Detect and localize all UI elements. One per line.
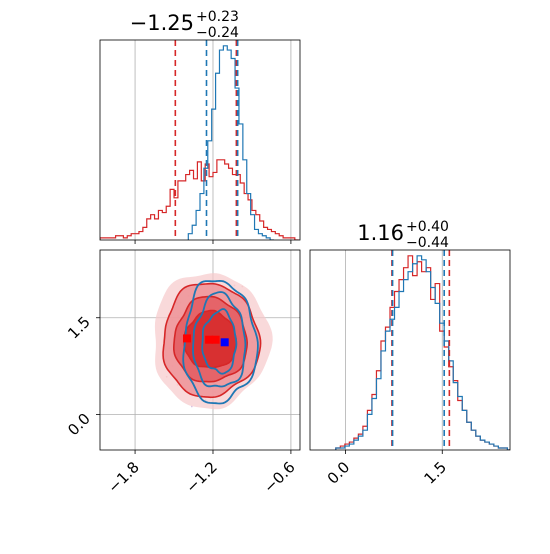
bottom-right-panel-background — [310, 250, 510, 450]
top-left-title-upper: +0.23 — [196, 9, 239, 25]
bottom-right-title-lower: −0.44 — [406, 235, 449, 251]
red-contour-line-0 — [162, 282, 262, 399]
blue-contour-line-1 — [192, 291, 247, 388]
top-left-title: −1.25 +0.23−0.24 — [130, 9, 239, 41]
bottom-right-title: 1.16 +0.40−0.44 — [357, 219, 449, 251]
bottom-left-xtick-label-0: −1.8 — [104, 458, 142, 496]
marker-1 — [205, 335, 214, 344]
top-left-title-value: −1.25 — [130, 11, 194, 35]
bottom-left-ytick-label-0: 1.5 — [64, 313, 94, 343]
bottom-left-panel-frame — [99, 249, 301, 451]
tl-hist-series-0 — [100, 159, 299, 240]
marker-3 — [220, 338, 229, 347]
top-left-title-lower: −0.24 — [196, 25, 239, 41]
tl-hist-series-1 — [187, 45, 275, 240]
bottom-right-xtick-label-1: 1.5 — [420, 458, 450, 488]
bottom-left-xtick-label-2: −0.6 — [260, 458, 298, 496]
blue-contour-line-2 — [201, 308, 238, 375]
bottom-right-title-upper: +0.40 — [406, 219, 449, 235]
top-left-panel-frame — [99, 39, 301, 241]
bottom-left-ytick-label-1: 0.0 — [64, 410, 94, 440]
bottom-right-xtick-label-0: 0.0 — [324, 458, 354, 488]
bottom-right-panel-frame — [309, 249, 511, 451]
marker-2 — [211, 335, 220, 344]
red-contour-line-1 — [173, 295, 249, 383]
bottom-left-xtick-label-1: −1.2 — [182, 458, 220, 496]
marker-0 — [183, 334, 191, 343]
br-hist-series-1 — [335, 255, 510, 450]
bottom-right-title-value: 1.16 — [357, 221, 404, 245]
